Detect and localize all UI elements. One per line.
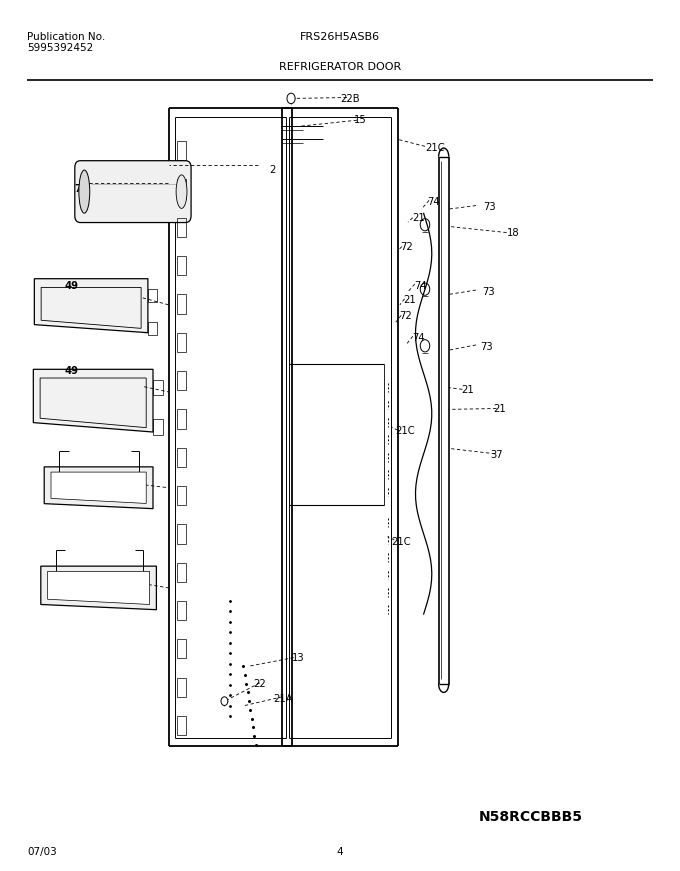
FancyBboxPatch shape	[75, 160, 191, 222]
Text: 73: 73	[480, 341, 492, 352]
Text: 18: 18	[507, 228, 520, 239]
Text: N58RCCBBB5: N58RCCBBB5	[479, 810, 582, 824]
Text: 22B: 22B	[341, 94, 360, 105]
Polygon shape	[34, 279, 148, 333]
Polygon shape	[48, 571, 150, 604]
Polygon shape	[33, 369, 153, 432]
Text: 21: 21	[412, 213, 424, 223]
Text: REFRIGERATOR DOOR: REFRIGERATOR DOOR	[279, 62, 401, 72]
Text: Publication No.: Publication No.	[27, 31, 105, 42]
Text: 73: 73	[482, 287, 494, 297]
Text: 37: 37	[490, 449, 503, 460]
Text: 21: 21	[404, 294, 416, 305]
Text: 49: 49	[65, 366, 78, 376]
Text: 21A: 21A	[273, 693, 292, 704]
Text: 21C: 21C	[396, 426, 415, 436]
Text: 07/03: 07/03	[27, 847, 57, 857]
Text: 49: 49	[65, 280, 78, 291]
Text: 72: 72	[399, 311, 411, 321]
Text: 4: 4	[56, 585, 63, 596]
Text: 73: 73	[483, 202, 496, 213]
Text: 5995392452: 5995392452	[27, 43, 93, 53]
Text: 22: 22	[254, 679, 266, 689]
Circle shape	[287, 93, 295, 104]
Text: 21C: 21C	[426, 143, 445, 153]
Text: 74: 74	[428, 197, 440, 207]
Text: 7: 7	[75, 184, 82, 194]
Circle shape	[221, 697, 228, 706]
Polygon shape	[51, 472, 146, 503]
Ellipse shape	[79, 170, 90, 213]
Text: 72: 72	[401, 242, 413, 253]
Ellipse shape	[176, 175, 187, 208]
Text: 15: 15	[354, 115, 367, 125]
Text: 74: 74	[412, 333, 424, 343]
Text: 4: 4	[56, 480, 63, 490]
Text: FRS26H5ASB6: FRS26H5ASB6	[300, 31, 380, 42]
Text: 13: 13	[292, 653, 304, 664]
Polygon shape	[41, 566, 156, 610]
Text: 74: 74	[414, 280, 426, 291]
Text: 2: 2	[269, 165, 275, 175]
Text: 21: 21	[494, 404, 506, 415]
Text: 4: 4	[337, 847, 343, 857]
Text: 21: 21	[462, 385, 474, 395]
Polygon shape	[44, 467, 153, 509]
Text: 21C: 21C	[392, 537, 411, 547]
